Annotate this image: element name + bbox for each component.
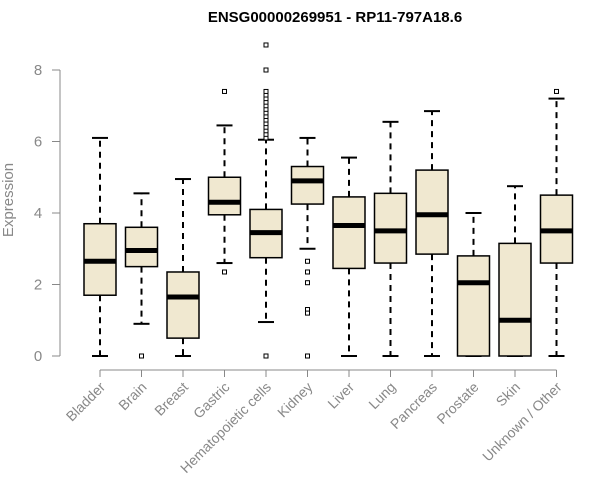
box-iqr xyxy=(124,226,159,268)
box-iqr xyxy=(207,176,242,216)
outlier-point xyxy=(263,88,269,94)
box-liver xyxy=(332,156,366,357)
box-brain xyxy=(124,192,159,359)
outlier-point xyxy=(305,310,310,316)
outlier-point xyxy=(305,280,310,286)
box-iqr xyxy=(373,192,408,264)
box-iqr xyxy=(415,169,449,255)
outlier-point xyxy=(139,353,144,359)
chart-title: ENSG00000269951 - RP11-797A18.6 xyxy=(208,9,462,26)
outlier-point xyxy=(222,269,227,275)
x-tick-label: Breast xyxy=(151,379,191,419)
x-tick-label: Skin xyxy=(493,379,524,410)
outlier-point xyxy=(222,88,227,94)
box-kidney xyxy=(290,136,325,359)
outlier-point xyxy=(263,42,269,48)
x-tick-label: Unknown / Other xyxy=(479,379,565,465)
box-skin xyxy=(498,185,532,357)
box-iqr xyxy=(332,196,366,270)
box-prostate xyxy=(456,212,491,357)
y-tick-label: 4 xyxy=(34,205,42,222)
y-tick-label: 6 xyxy=(34,134,42,151)
y-tick-label: 8 xyxy=(34,62,42,79)
box-pancreas xyxy=(415,110,449,357)
outlier-point xyxy=(305,258,310,264)
x-tick-label: Bladder xyxy=(63,379,109,425)
y-axis-label: Expression xyxy=(0,163,17,237)
x-tick-label: Prostate xyxy=(433,379,481,427)
outlier-point xyxy=(305,353,310,359)
box-gastric xyxy=(207,88,242,275)
box-unknown-other xyxy=(539,88,574,357)
box-iqr xyxy=(456,255,491,357)
box-bladder xyxy=(83,136,117,357)
box-iqr xyxy=(498,242,532,357)
outlier-point xyxy=(305,269,310,275)
box-iqr xyxy=(166,271,200,339)
box-series xyxy=(83,42,574,359)
box-breast xyxy=(166,178,200,357)
x-tick-label: Lung xyxy=(365,379,398,412)
x-tick-label: Liver xyxy=(324,379,357,412)
outlier-point xyxy=(554,88,559,94)
box-iqr xyxy=(290,165,325,205)
box-hematopoietic-cells xyxy=(249,42,283,359)
y-tick-label: 0 xyxy=(34,348,42,365)
outlier-point xyxy=(263,67,269,73)
y-tick-label: 2 xyxy=(34,277,42,294)
outlier-point xyxy=(263,353,269,359)
box-lung xyxy=(373,120,408,357)
y-axis: 0 2 4 6 8 xyxy=(34,62,61,365)
x-tick-label: Kidney xyxy=(274,379,316,421)
x-tick-label: Brain xyxy=(115,379,149,413)
